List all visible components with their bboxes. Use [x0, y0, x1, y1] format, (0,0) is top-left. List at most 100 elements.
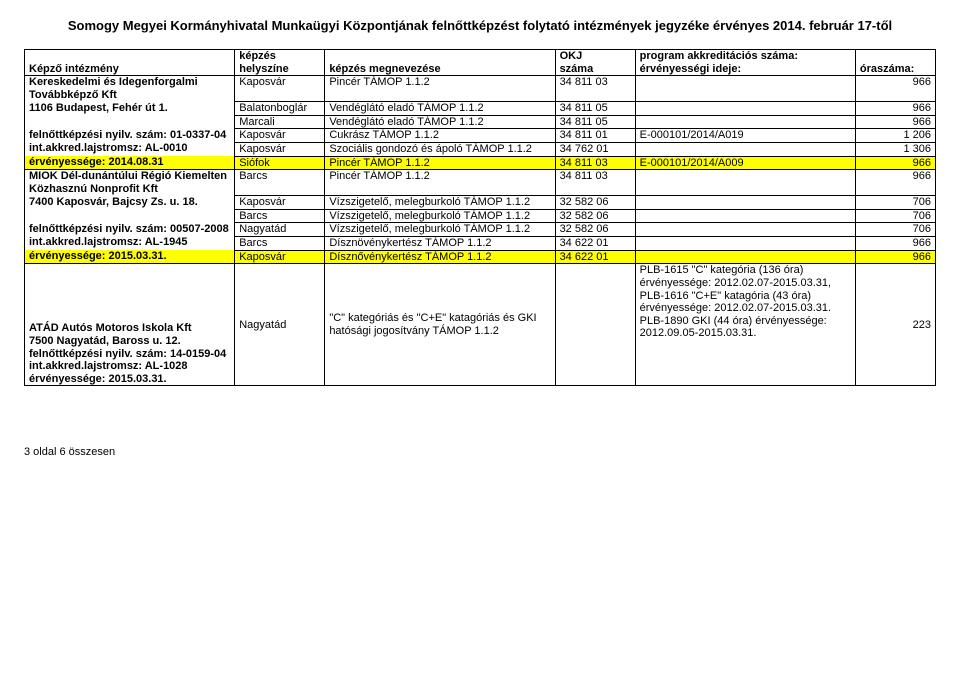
header-col6	[855, 50, 935, 63]
table-row: érvényessége: 2014.08.31SiófokPincér TÁM…	[25, 156, 936, 170]
cell-course: Pincér TÁMOP 1.1.2	[325, 156, 555, 170]
cell-okj: 32 582 06	[555, 209, 635, 223]
cell-accred	[635, 102, 855, 116]
cell-accred	[635, 250, 855, 264]
cell-okj: 34 811 01	[555, 129, 635, 143]
page-footer: 3 oldal 6 összesen	[24, 446, 936, 458]
header-col5b: érvényességi ideje:	[635, 63, 855, 76]
cell-accred: PLB-1615 "C" kategória (136 óra) érvénye…	[635, 264, 855, 386]
table-row: érvényessége: 2015.03.31.KaposvárDísznőv…	[25, 250, 936, 264]
header-col2a: képzés	[235, 50, 325, 63]
cell-loc: Kaposvár	[235, 196, 325, 210]
cell-accred	[635, 209, 855, 223]
header-col6b: óraszáma:	[855, 63, 935, 76]
cell-course: Dísznövénykertész TÁMOP 1.1.2	[325, 236, 555, 250]
cell-okj	[555, 264, 635, 386]
cell-accred	[635, 236, 855, 250]
main-table: képzés OKJprogram akkreditációs száma: Kép…	[24, 49, 936, 386]
table-row: 7400 Kaposvár, Bajcsy Zs. u. 18.Kaposvár…	[25, 196, 936, 210]
cell-loc: Kaposvár	[235, 142, 325, 156]
cell-okj: 34 811 03	[555, 76, 635, 102]
cell-hours: 966	[855, 156, 935, 170]
cell-accred	[635, 170, 855, 196]
cell-okj: 34 762 01	[555, 142, 635, 156]
table-row: int.akkred.lajstromsz: AL-0010KaposvárSz…	[25, 142, 936, 156]
cell-okj: 34 811 05	[555, 115, 635, 129]
cell-course: Dísznővénykertész TÁMOP 1.1.2	[325, 250, 555, 264]
cell-accred	[635, 142, 855, 156]
cell-hours: 706	[855, 209, 935, 223]
cell-hours: 966	[855, 115, 935, 129]
cell-accred	[635, 76, 855, 102]
cell-inst: MIOK Dél-dunántúlui Régió Kiemelten Közh…	[25, 170, 235, 196]
header-col3	[325, 50, 555, 63]
table-row: BarcsVízszigetelő, melegburkoló TÁMOP 1.…	[25, 209, 936, 223]
cell-accred	[635, 196, 855, 210]
cell-course: Cukrász TÁMOP 1.1.2	[325, 129, 555, 143]
cell-inst: felnőttképzési nyilv. szám: 00507-2008	[25, 223, 235, 237]
header-col5a: program akkreditációs száma:	[635, 50, 855, 63]
table-row: 1106 Budapest, Fehér út 1.BalatonboglárV…	[25, 102, 936, 116]
cell-okj: 34 811 05	[555, 102, 635, 116]
cell-hours: 223	[855, 264, 935, 386]
cell-hours: 706	[855, 196, 935, 210]
cell-loc: Barcs	[235, 170, 325, 196]
cell-inst: Kereskedelmi és Idegenforgalmi Továbbkép…	[25, 76, 235, 102]
cell-inst: érvényessége: 2015.03.31.	[25, 250, 235, 264]
header-col4a: OKJ	[555, 50, 635, 63]
header-col1	[25, 50, 235, 63]
cell-course: Vendéglátó eladó TÁMOP 1.1.2	[325, 115, 555, 129]
header-col4b: száma	[555, 63, 635, 76]
cell-loc: Marcali	[235, 115, 325, 129]
cell-hours: 966	[855, 102, 935, 116]
cell-loc: Kaposvár	[235, 129, 325, 143]
cell-inst: int.akkred.lajstromsz: AL-1945	[25, 236, 235, 250]
header-col2b: helyszíne	[235, 63, 325, 76]
cell-loc: Barcs	[235, 236, 325, 250]
cell-course: "C" kategóriás és "C+E" katagóriás és GK…	[325, 264, 555, 386]
cell-inst: érvényessége: 2014.08.31	[25, 156, 235, 170]
cell-okj: 34 811 03	[555, 156, 635, 170]
cell-course: Vízszigetelő, melegburkoló TÁMOP 1.1.2	[325, 209, 555, 223]
cell-inst: int.akkred.lajstromsz: AL-0010	[25, 142, 235, 156]
cell-inst: ATÁD Autós Motoros Iskola Kft7500 Nagyat…	[25, 264, 235, 386]
cell-course: Szociális gondozó és ápoló TÁMOP 1.1.2	[325, 142, 555, 156]
table-row: felnőttképzési nyilv. szám: 00507-2008Na…	[25, 223, 936, 237]
cell-inst: felnőttképzési nyilv. szám: 01-0337-04	[25, 129, 235, 143]
cell-loc: Kaposvár	[235, 76, 325, 102]
table-row: Kereskedelmi és Idegenforgalmi Továbbkép…	[25, 76, 936, 102]
cell-inst	[25, 209, 235, 223]
cell-course: Vízszigetelő, melegburkoló TÁMOP 1.1.2	[325, 223, 555, 237]
cell-hours: 966	[855, 250, 935, 264]
table-row: felnőttképzési nyilv. szám: 01-0337-04Ka…	[25, 129, 936, 143]
page-title: Somogy Megyei Kormányhivatal Munkaügyi K…	[24, 18, 936, 33]
cell-accred: E-000101/2014/A019	[635, 129, 855, 143]
cell-hours: 1 206	[855, 129, 935, 143]
cell-hours: 1 306	[855, 142, 935, 156]
cell-course: Pincér TÁMOP 1.1.2	[325, 170, 555, 196]
cell-hours: 966	[855, 76, 935, 102]
table-row: MarcaliVendéglátó eladó TÁMOP 1.1.234 81…	[25, 115, 936, 129]
cell-hours: 966	[855, 170, 935, 196]
cell-loc: Kaposvár	[235, 250, 325, 264]
header-col3b: képzés megnevezése	[325, 63, 555, 76]
cell-okj: 32 582 06	[555, 196, 635, 210]
cell-course: Vízszigetelő, melegburkoló TÁMOP 1.1.2	[325, 196, 555, 210]
cell-hours: 706	[855, 223, 935, 237]
cell-loc: Balatonboglár	[235, 102, 325, 116]
table-row: MIOK Dél-dunántúlui Régió Kiemelten Közh…	[25, 170, 936, 196]
cell-loc: Nagyatád	[235, 264, 325, 386]
cell-accred: E-000101/2014/A009	[635, 156, 855, 170]
cell-loc: Siófok	[235, 156, 325, 170]
header-col1b: Képző intézmény	[25, 63, 235, 76]
cell-okj: 34 811 03	[555, 170, 635, 196]
cell-okj: 32 582 06	[555, 223, 635, 237]
cell-inst	[25, 115, 235, 129]
cell-loc: Nagyatád	[235, 223, 325, 237]
cell-accred	[635, 115, 855, 129]
cell-okj: 34 622 01	[555, 250, 635, 264]
cell-hours: 966	[855, 236, 935, 250]
cell-loc: Barcs	[235, 209, 325, 223]
cell-course: Vendéglátó eladó TÁMOP 1.1.2	[325, 102, 555, 116]
table-row: int.akkred.lajstromsz: AL-1945BarcsDíszn…	[25, 236, 936, 250]
